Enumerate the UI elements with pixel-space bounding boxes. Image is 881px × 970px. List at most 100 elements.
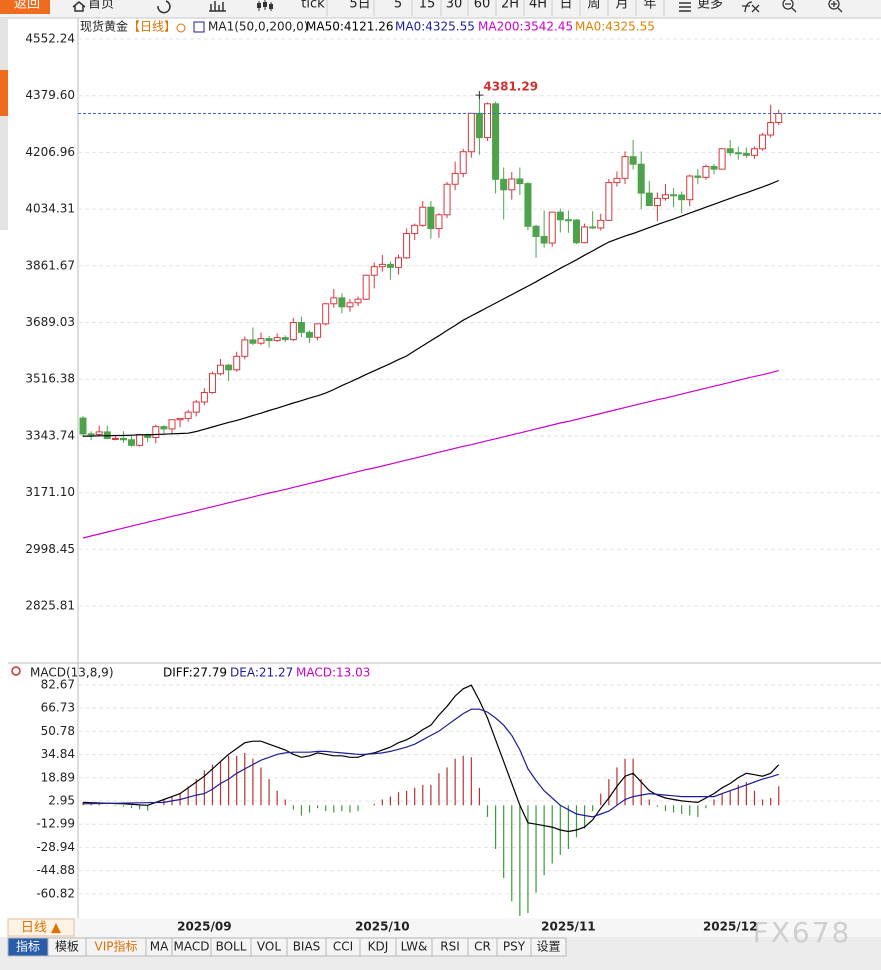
candle-body xyxy=(225,364,233,371)
y-tick-label: -28.94 xyxy=(36,840,75,854)
indicator-tab-label[interactable]: VIP指标 xyxy=(95,939,138,954)
candle-body xyxy=(241,339,249,357)
candle-body xyxy=(435,214,443,230)
period-button[interactable]: tick xyxy=(301,0,325,12)
indicator-tab-label[interactable]: CCI xyxy=(333,940,353,954)
y-tick-label: 3689.03 xyxy=(25,315,75,329)
candle-body xyxy=(508,178,516,191)
period-button[interactable]: 年 xyxy=(643,0,656,12)
period-button[interactable]: 日 xyxy=(559,0,572,12)
candle-body xyxy=(467,112,475,153)
candle-body xyxy=(249,339,257,344)
candle-body xyxy=(500,178,508,191)
candle-body xyxy=(556,211,564,221)
indicator-tab-label[interactable]: 设置 xyxy=(536,940,560,954)
zoom-out-icon[interactable] xyxy=(782,0,794,10)
candle-body xyxy=(589,226,597,229)
period-button[interactable] xyxy=(7,918,75,937)
x-tick-label: 2025/10 xyxy=(355,920,409,934)
indicator-tab-label[interactable]: CR xyxy=(474,940,491,954)
candle-body xyxy=(168,419,176,430)
macd-line xyxy=(82,708,779,818)
candle-body xyxy=(273,337,281,342)
period-button[interactable]: 月 xyxy=(615,0,628,12)
back-button[interactable] xyxy=(0,0,50,14)
indicator-tab-label[interactable]: BOLL xyxy=(216,940,247,954)
back-label[interactable]: 返回 xyxy=(14,0,40,12)
period-button[interactable]: 周 xyxy=(587,0,600,12)
y-tick-label: 82.67 xyxy=(41,677,75,691)
period-icon[interactable] xyxy=(176,23,186,33)
period-button[interactable]: 4H xyxy=(529,0,547,12)
indicator-tab-label[interactable]: KDJ xyxy=(368,940,389,954)
y-tick-label: 3343.74 xyxy=(25,428,75,442)
candle-body xyxy=(119,437,127,441)
zoom-in-icon[interactable] xyxy=(828,0,840,10)
candle-body xyxy=(653,197,661,207)
candle-body xyxy=(710,166,718,170)
ma-line xyxy=(83,179,779,437)
bars-icon[interactable] xyxy=(209,1,226,12)
menu-icon[interactable] xyxy=(679,2,691,12)
y-tick-label: -60.82 xyxy=(36,886,75,900)
candle-body xyxy=(637,163,645,194)
candle-body xyxy=(297,322,305,333)
bottom-bar xyxy=(8,918,881,937)
indicator-tab-label[interactable]: 指标 xyxy=(16,939,40,954)
candle-body xyxy=(314,323,322,338)
candle-body xyxy=(403,233,411,259)
indicator-label: MA1(50,0,200,0) xyxy=(208,20,308,34)
period-button[interactable]: 60 xyxy=(474,0,491,12)
indicator-tab-label[interactable]: VOL xyxy=(257,940,281,954)
candle-body xyxy=(451,172,459,185)
indicator-tab-label[interactable]: PSY xyxy=(503,940,526,954)
period-button[interactable]: 2H xyxy=(501,0,519,12)
y-tick-label: 3171.10 xyxy=(25,485,75,499)
indicator-icon[interactable] xyxy=(193,21,205,33)
candle-body xyxy=(152,426,160,438)
period-button[interactable]: 15 xyxy=(419,0,436,12)
more-label[interactable]: 更多 xyxy=(697,0,723,12)
candle-body xyxy=(597,219,605,229)
settings-icon[interactable] xyxy=(11,666,21,676)
candle-body xyxy=(322,303,330,325)
watermark: FX678 xyxy=(753,916,852,949)
candle-body xyxy=(217,364,225,375)
period-button-label[interactable]: 日线 ▲ xyxy=(21,921,61,936)
indicator-tab-label[interactable]: LW& xyxy=(401,940,428,954)
indicator-tab-label[interactable]: 模板 xyxy=(55,940,79,954)
side-strip-active[interactable] xyxy=(0,70,8,116)
period-button[interactable]: 30 xyxy=(446,0,463,12)
candle-body xyxy=(613,177,621,184)
candle-body xyxy=(484,103,491,139)
indicator-tab-label[interactable]: BIAS xyxy=(293,940,321,954)
candle-body xyxy=(759,134,767,150)
fx-icon[interactable] xyxy=(742,1,760,13)
legend-entry: MA0:4325.55 xyxy=(395,20,475,34)
period-button[interactable]: 5日 xyxy=(349,0,370,12)
y-tick-label: 4552.24 xyxy=(25,32,75,46)
macd-title: MACD(13,8,9) xyxy=(30,666,114,680)
candle-body xyxy=(87,433,95,436)
home-label[interactable]: 首页 xyxy=(88,0,114,12)
candle-body xyxy=(516,178,524,185)
refresh-icon[interactable] xyxy=(157,0,171,14)
candle-body xyxy=(645,192,653,207)
candle-body xyxy=(564,219,572,222)
candle-body xyxy=(192,401,200,413)
indicator-tab-label[interactable]: MACD xyxy=(174,940,210,954)
y-tick-label: 4379.60 xyxy=(25,88,75,102)
indicator-tab-label[interactable]: RSI xyxy=(440,940,460,954)
indicator-tab[interactable] xyxy=(530,937,567,957)
candle-body xyxy=(289,322,297,341)
y-tick-label: 4034.31 xyxy=(25,202,75,216)
y-tick-label: 4206.96 xyxy=(25,145,75,159)
y-tick-label: 2998.45 xyxy=(25,542,75,556)
candle-body xyxy=(95,431,103,436)
candle-body xyxy=(233,355,241,371)
indicator-tab-label[interactable]: MA xyxy=(150,940,169,954)
period-button[interactable]: 5 xyxy=(394,0,402,12)
x-tick-label: 2025/11 xyxy=(541,920,595,934)
candle-body xyxy=(378,263,386,268)
